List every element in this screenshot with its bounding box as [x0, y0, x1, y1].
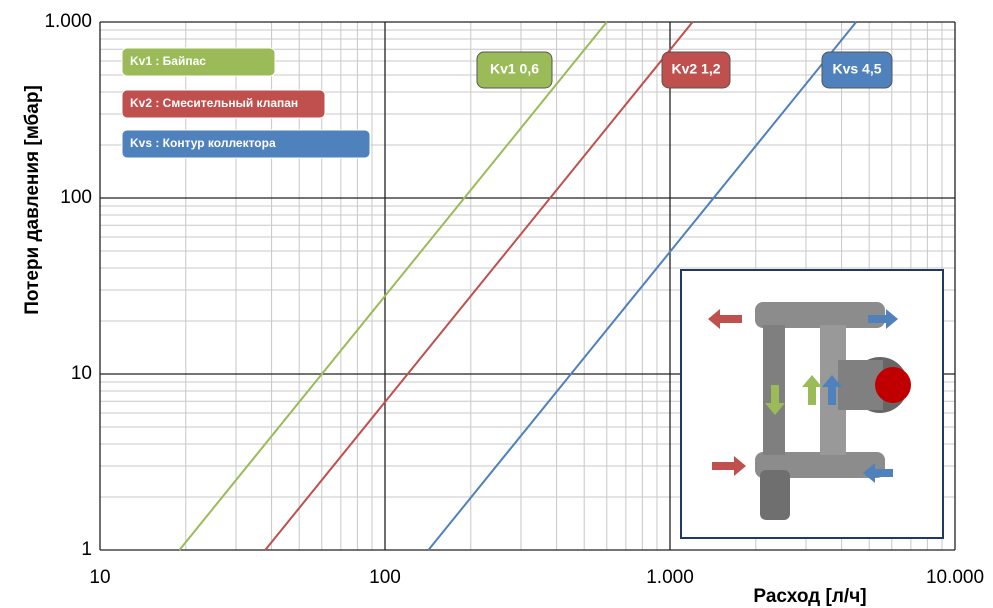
x-tick-label: 10.000: [926, 567, 984, 588]
y-tick-label: 10: [71, 363, 92, 384]
x-tick-label: 100: [369, 567, 401, 588]
legend-box: [121, 129, 371, 159]
annotation-label: Kvs 4,5: [832, 61, 881, 77]
annotation-box: [476, 51, 553, 89]
legend-label: Kvs : Контур коллектора: [130, 136, 276, 150]
annotation-label: Kv2 1,2: [671, 61, 720, 77]
y-axis-title: Потери давления [мбар]: [22, 85, 43, 315]
y-tick-label: 1.000: [44, 11, 92, 32]
x-tick-label: 1.000: [646, 567, 694, 588]
inset-illustration: [680, 269, 944, 539]
x-axis-title: Расход [л/ч]: [753, 586, 866, 607]
annotation-box: [821, 51, 893, 89]
annotation-box: [661, 51, 731, 89]
series-line: [264, 21, 694, 551]
series-line: [178, 21, 608, 551]
x-tick-label: 10: [89, 567, 110, 588]
legend-box: [121, 47, 276, 77]
y-tick-label: 1: [81, 539, 92, 560]
y-tick-label: 100: [60, 187, 92, 208]
lines: [178, 21, 857, 551]
legend-label: Kv1 : Байпас: [130, 54, 206, 68]
labels: 10 100 1.000 10.000 1 10 100 1.000 Kv1 : Байпас K…: [44, 11, 984, 588]
annotation-label: Kv1 0,6: [490, 61, 539, 77]
legend-box: [121, 89, 326, 119]
legend-label: Kv2 : Смесительный клапан: [130, 96, 298, 110]
series-line: [427, 21, 857, 551]
